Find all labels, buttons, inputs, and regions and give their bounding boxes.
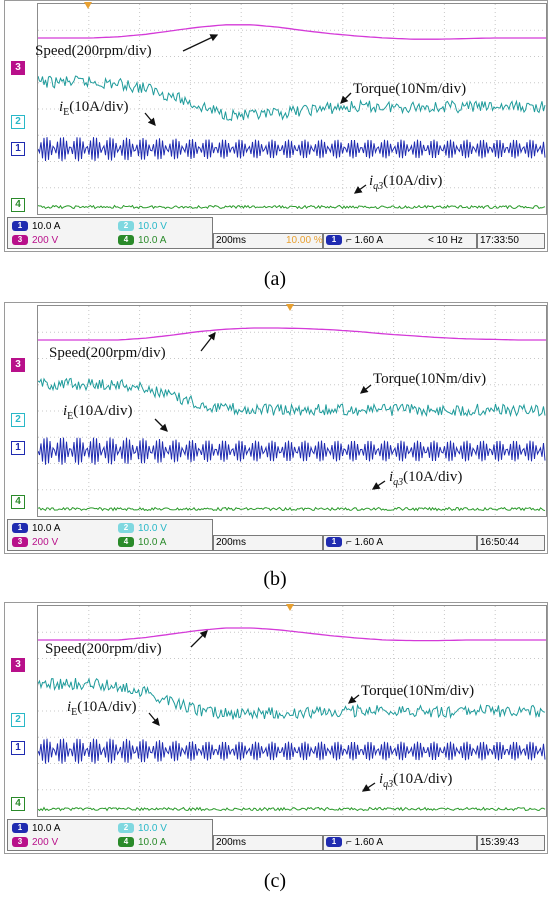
channel-4-marker: 4 [11,495,25,509]
timebase-box-c: 200ms [213,835,323,851]
scope-screen-c: 3 2 1 4 Speed(200rpm/div) Torque(10Nm/di… [4,602,548,854]
torque-label-a: Torque(10Nm/div) [353,81,467,97]
frequency-a: < 10 Hz [428,235,463,246]
trigger-box-a: 1 ⌐ 1.60 A < 10 Hz [323,233,477,249]
ie-label-b: iE(10A/div) [63,403,133,422]
channel-settings-b: 1 10.0 A 2 10.0 V 3 200 V 4 10.0 A [7,519,213,551]
ch4-scale-a: 10.0 A [138,235,167,246]
ch4-scale-b: 10.0 A [138,537,167,548]
channel-1-marker: 1 [11,142,25,156]
ch2-scale-c: 10.0 V [138,823,167,834]
trigger-level-c: 1.60 A [354,837,383,848]
clock-c: 15:39:43 [480,837,519,848]
torque-label-c: Torque(10Nm/div) [361,683,475,699]
annotation-arrows-a [144,34,367,194]
channel-1-marker: 1 [11,441,25,455]
iq3-trace-a [38,204,546,210]
ie-trace-c [38,738,546,764]
ch3-scale-b: 200 V [32,537,59,548]
ch3-scale-c: 200 V [32,837,59,848]
ch3-scale-a: 200 V [32,235,59,246]
ie-label-a: iE(10A/div) [59,99,129,118]
channel-1-marker: 1 [11,741,25,755]
ch1-scale-c: 10.0 A [32,823,61,834]
clock-box-b: 16:50:44 [477,535,545,551]
ch2-scale-b: 10.0 V [138,523,167,534]
trigger-marker-a [84,2,92,9]
channel-4-marker: 4 [11,797,25,811]
caption-c: (c) [263,870,287,892]
timebase-box-b: 200ms [213,535,323,551]
channel-settings-c: 1 10.0 A 2 10.0 V 3 200 V 4 10.0 A [7,819,213,851]
ie-trace-a [38,137,546,162]
scope-screen-b: 3 2 1 4 Speed(200rpm/div) Torque(10Nm/di… [4,302,548,554]
channel-2-marker: 2 [11,115,25,129]
clock-box-c: 15:39:43 [477,835,545,851]
speed-trace-b [38,327,546,341]
speed-trace-c [38,627,546,642]
ch1-scale-b: 10.0 A [32,523,61,534]
ch1-scale-a: 10.0 A [32,221,61,232]
timebase-box-a: 200ms 10.00 % [213,233,323,249]
iq3-trace-c [38,806,546,812]
caption-a: (a) [263,268,287,290]
iq3-trace-b [38,506,546,512]
ie-trace-b [38,437,546,465]
torque-label-b: Torque(10Nm/div) [373,371,487,387]
clock-box-a: 17:33:50 [477,233,545,249]
ch4-scale-c: 10.0 A [138,837,167,848]
trigger-marker-c [286,604,294,611]
caption-b: (b) [263,568,287,590]
annotation-arrows-b [154,331,386,490]
torque-trace-a [38,75,546,122]
trigger-marker-b [286,304,294,311]
channel-4-marker: 4 [11,198,25,212]
ie-label-c: iE(10A/div) [67,699,137,718]
timebase-c: 200ms [216,837,247,848]
trigger-box-b: 1 ⌐ 1.60 A [323,535,477,551]
trigger-position-a: 10.00 % [286,235,323,246]
trigger-level-b: 1.60 A [354,537,383,548]
plot-area-a [37,2,547,215]
iq3-label-c: iq3(10A/div) [379,771,453,790]
timebase-b: 200ms [216,537,247,548]
torque-trace-b [38,377,546,418]
status-bar-c: 1 10.0 A 2 10.0 V 3 200 V 4 10.0 A 200ms 1 ⌐ … [7,819,545,851]
status-bar-a: 1 10.0 A 2 10.0 V 3 200 V 4 10.0 A 200ms 10.… [7,217,545,249]
scope-screen-a: 3 2 1 4 Speed(200rpm/div) Torque(10Nm/di… [4,0,548,252]
waveforms-a [38,24,546,210]
iq3-label-a: iq3(10A/div) [369,173,443,192]
channel-2-marker: 2 [11,413,25,427]
speed-label-b: Speed(200rpm/div) [49,345,166,361]
iq3-label-b: iq3(10A/div) [389,469,463,488]
channel-3-marker: 3 [11,658,25,672]
plot-area-b [37,304,547,517]
channel-2-marker: 2 [11,713,25,727]
torque-trace-c [38,677,546,720]
speed-trace-a [38,24,546,40]
speed-label-a: Speed(200rpm/div) [35,43,152,59]
trigger-level-a: 1.60 A [354,235,383,246]
grid-lines-c [38,606,546,816]
timebase-a: 200ms [216,235,247,246]
plot-area-c [37,604,547,817]
annotation-arrows-c [148,630,376,792]
ch2-scale-a: 10.0 V [138,221,167,232]
waveforms-b [38,327,546,512]
waveforms-c [38,627,546,812]
channel-settings-a: 1 10.0 A 2 10.0 V 3 200 V 4 10.0 A [7,217,213,249]
channel-3-marker: 3 [11,61,25,75]
clock-b: 16:50:44 [480,537,519,548]
channel-3-marker: 3 [11,358,25,372]
speed-label-c: Speed(200rpm/div) [45,641,162,657]
clock-a: 17:33:50 [480,235,519,246]
grid-lines-b [38,306,546,516]
trigger-box-c: 1 ⌐ 1.60 A [323,835,477,851]
status-bar-b: 1 10.0 A 2 10.0 V 3 200 V 4 10.0 A 200ms 1 ⌐ … [7,519,545,551]
